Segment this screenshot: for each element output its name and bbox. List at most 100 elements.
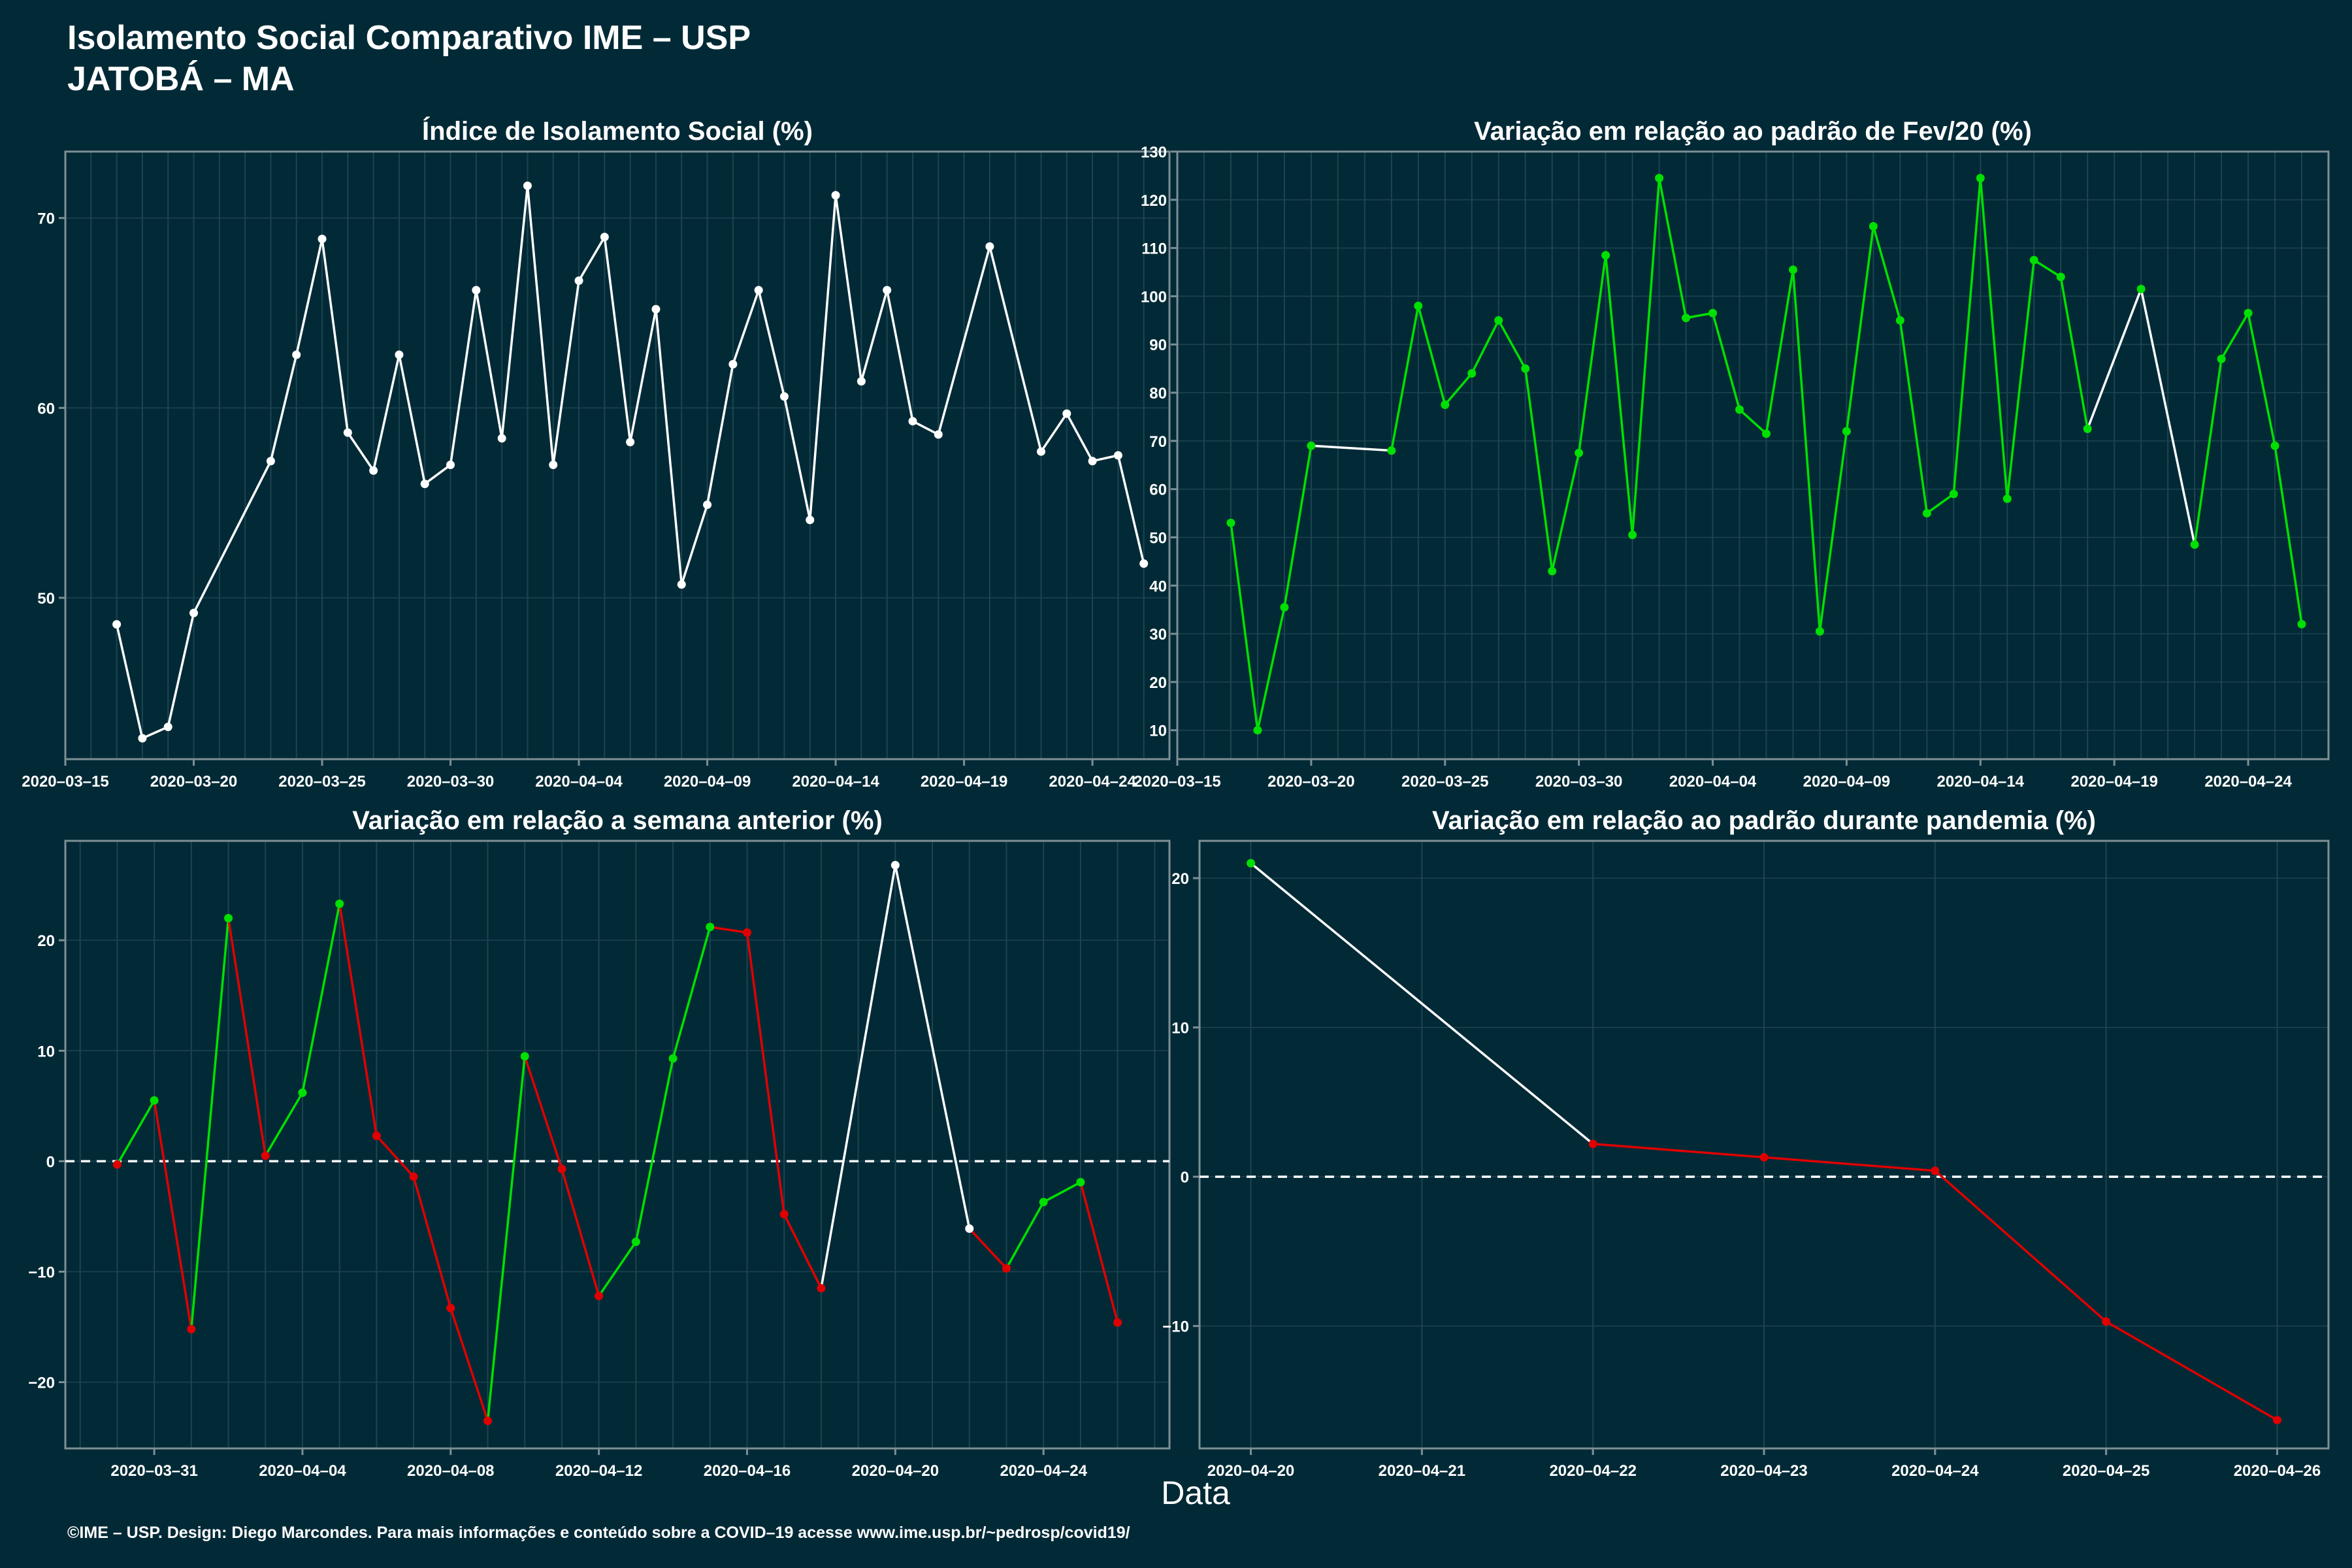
x-tick-label: 2020–04–26: [2234, 1462, 2321, 1480]
data-point: [1467, 369, 1477, 378]
data-point: [557, 1164, 566, 1173]
y-tick-label: 120: [1141, 192, 1167, 210]
y-tick-label: 70: [1149, 433, 1167, 451]
x-tick-label: 2020–03–31: [110, 1462, 197, 1480]
data-point: [523, 181, 532, 190]
y-tick-label: −10: [28, 1264, 55, 1281]
data-point: [150, 1096, 159, 1105]
data-point: [934, 430, 943, 439]
series-segment: [2220, 312, 2249, 360]
series-segment: [968, 1228, 1007, 1269]
y-tick-label: 10: [1149, 723, 1167, 740]
series-segment: [1765, 269, 1795, 434]
series-segment: [1979, 178, 2009, 499]
data-point: [1761, 429, 1771, 438]
data-point: [1076, 1177, 1085, 1186]
series-segment: [988, 246, 1043, 452]
data-point: [1759, 1152, 1769, 1162]
data-point: [1036, 447, 1045, 456]
x-tick-label: 2020–04–20: [852, 1462, 939, 1480]
x-tick-label: 2020–04–12: [555, 1462, 642, 1480]
x-tick-label: 2020–04–04: [535, 773, 623, 791]
data-point: [472, 286, 481, 295]
x-tick-label: 2020–04–19: [2070, 773, 2157, 791]
y-tick-label: 130: [1141, 144, 1167, 161]
series-segment: [412, 1176, 452, 1309]
data-point: [668, 1054, 678, 1063]
y-tick-label: −10: [1162, 1318, 1189, 1336]
series-segment: [2033, 259, 2062, 278]
data-point: [520, 1052, 529, 1061]
series-segment: [1230, 523, 1259, 730]
data-point: [266, 457, 275, 466]
data-point: [335, 899, 344, 908]
panel-title: Variação em relação a semana anterior (%…: [352, 806, 883, 835]
data-point: [1575, 448, 1584, 457]
series-segment: [1899, 320, 1929, 514]
x-tick-label: 2020–04–24: [1891, 1462, 1979, 1480]
series-segment: [578, 236, 606, 282]
data-point: [549, 461, 558, 470]
data-point: [985, 242, 994, 251]
y-tick-label: 60: [37, 400, 55, 417]
data-point: [1494, 316, 1503, 325]
series-segment: [1791, 269, 1821, 632]
data-point: [395, 350, 404, 359]
data-point: [1247, 858, 1256, 868]
series-segment: [1577, 255, 1607, 453]
x-tick-label: 2020–04–04: [259, 1462, 346, 1480]
series-segment: [1040, 413, 1068, 453]
data-point: [890, 860, 900, 870]
y-tick-label: 100: [1141, 288, 1167, 306]
panel-isolamento: Índice de Isolamento Social (%)506070202…: [22, 116, 1171, 791]
data-point: [318, 235, 327, 244]
series-segment: [372, 354, 400, 471]
series-segment: [2006, 259, 2035, 499]
series-segment: [295, 238, 323, 355]
data-point: [2056, 272, 2065, 282]
data-point: [1253, 726, 1262, 735]
data-point: [1113, 451, 1122, 460]
series-segment: [486, 1056, 526, 1421]
series-segment: [629, 308, 657, 442]
data-point: [138, 734, 147, 743]
data-point: [728, 360, 738, 368]
series-segment: [1390, 305, 1420, 451]
x-tick-label: 2020–04–23: [1720, 1462, 1807, 1480]
series-segment: [1092, 454, 1119, 463]
y-tick-label: 10: [1171, 1020, 1189, 1037]
series-segment: [449, 1307, 489, 1422]
x-tick-label: 2020–03–25: [1401, 773, 1488, 791]
y-tick-label: 110: [1141, 240, 1167, 258]
panel-title: Índice de Isolamento Social (%): [422, 116, 813, 146]
data-point: [1869, 221, 1878, 231]
series-segment: [2193, 359, 2223, 545]
y-tick-label: 30: [1149, 626, 1167, 644]
footer-credit: ©IME – USP. Design: Diego Marcondes. Par…: [67, 1524, 1130, 1542]
series-segment: [894, 864, 971, 1229]
data-point: [779, 392, 789, 401]
series-segment: [561, 1168, 600, 1297]
series-segment: [1471, 319, 1500, 374]
y-tick-label: 90: [1149, 336, 1167, 354]
data-point: [1002, 1264, 1011, 1273]
x-tick-label: 2020–03–15: [22, 773, 108, 791]
series-segment: [142, 725, 169, 740]
series-segment: [783, 396, 811, 521]
series-segment: [1604, 255, 1634, 535]
data-point: [1949, 489, 1958, 498]
series-segment: [1497, 319, 1527, 369]
x-tick-label: 2020–04–09: [664, 773, 751, 791]
series-segment: [338, 904, 378, 1136]
data-point: [2002, 494, 2012, 503]
data-point: [1414, 301, 1423, 310]
plot-frame: [1176, 150, 2330, 760]
series-segment: [424, 464, 451, 485]
x-tick-label: 2020–04–20: [1207, 1462, 1294, 1480]
x-tick-label: 2020–04–24: [1000, 1462, 1087, 1480]
series-segment: [834, 195, 863, 382]
series-segment: [732, 289, 760, 365]
y-tick-label: 20: [1171, 870, 1189, 888]
y-tick-label: 20: [1149, 674, 1167, 692]
x-axis-label: Data: [1161, 1475, 1230, 1511]
